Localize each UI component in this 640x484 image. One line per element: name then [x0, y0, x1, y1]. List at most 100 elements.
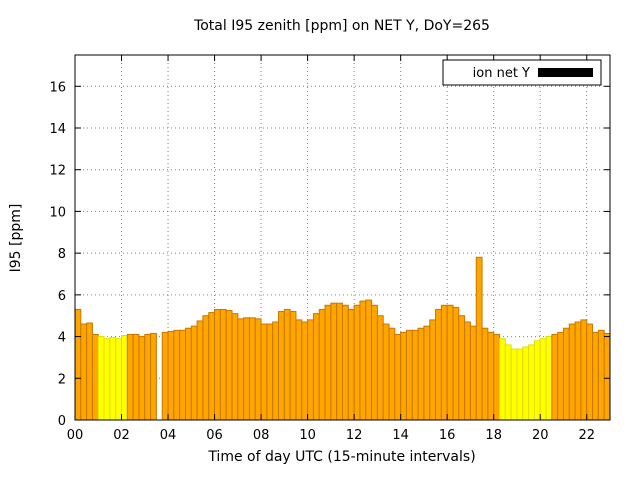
bar [423, 325, 431, 421]
bar [283, 308, 291, 421]
bar [307, 319, 314, 421]
bar [80, 323, 88, 421]
bar [184, 327, 192, 421]
y-tick-label: 14 [49, 122, 66, 137]
bar [301, 321, 309, 421]
bar [173, 329, 181, 421]
bar [528, 344, 535, 421]
bar [295, 319, 303, 421]
x-tick-label: 08 [253, 428, 270, 443]
bar [493, 333, 501, 421]
legend: ion net Y [442, 59, 602, 86]
bar [208, 312, 216, 421]
bar [475, 256, 483, 421]
bar [190, 325, 198, 421]
bar [289, 311, 297, 421]
bar [458, 315, 466, 421]
bar [138, 336, 146, 421]
x-tick-label: 02 [113, 428, 130, 443]
bar [144, 333, 152, 421]
bar [446, 304, 454, 421]
bar [254, 318, 262, 421]
y-axis-label: I95 [ppm] [8, 204, 24, 273]
bar [394, 333, 402, 421]
x-tick-label: 00 [67, 428, 84, 443]
bar [115, 338, 123, 421]
bar [353, 304, 361, 421]
bar [312, 313, 320, 421]
bar [464, 321, 471, 421]
bar [278, 311, 285, 421]
x-tick-label: 18 [485, 428, 502, 443]
x-tick-label: 12 [346, 428, 363, 443]
bar [592, 331, 599, 421]
bar [74, 308, 82, 421]
bar [400, 331, 407, 421]
bar [347, 308, 355, 421]
bar [179, 329, 186, 421]
bar [86, 322, 93, 421]
bar [376, 315, 384, 421]
bar [248, 317, 256, 421]
bar [91, 333, 99, 421]
bar [225, 310, 233, 421]
x-tick-label: 22 [578, 428, 595, 443]
bar [586, 323, 594, 421]
chart-title: Total I95 zenith [ppm] on NET Y, DoY=265 [193, 18, 490, 34]
bar [435, 308, 442, 421]
bar [440, 304, 448, 421]
plot-frame [74, 54, 611, 421]
bar [388, 327, 396, 421]
bar [429, 319, 437, 421]
bar [469, 325, 477, 421]
x-axis-label: Time of day UTC (15-minute intervals) [207, 449, 475, 465]
bar [237, 318, 245, 421]
bar [417, 327, 425, 421]
bar [324, 304, 332, 421]
bar [121, 335, 128, 421]
bar [126, 333, 134, 421]
bar [365, 299, 373, 421]
bar [545, 336, 553, 421]
bar [504, 344, 512, 421]
bar [272, 321, 280, 421]
x-tick-label: 10 [299, 428, 316, 443]
bar [597, 329, 605, 421]
x-tick-label: 14 [392, 428, 409, 443]
bar [551, 333, 559, 421]
bar [411, 329, 419, 421]
x-tick-label: 20 [532, 428, 549, 443]
bar [580, 319, 588, 421]
y-tick-label: 10 [49, 205, 66, 220]
bar [557, 331, 564, 421]
bar [202, 315, 210, 421]
bar [231, 313, 239, 421]
bar [243, 317, 250, 421]
bar [371, 304, 378, 421]
y-tick-label: 16 [49, 80, 66, 95]
bar [568, 323, 576, 421]
bar [97, 336, 105, 421]
bar [103, 338, 111, 421]
legend-swatch [538, 68, 593, 77]
bar [266, 323, 274, 421]
bar [336, 302, 344, 421]
bar [499, 338, 506, 421]
bar [359, 300, 367, 421]
bar [562, 327, 570, 421]
x-tick-label: 04 [160, 428, 177, 443]
bar [539, 338, 547, 421]
bar [161, 331, 169, 421]
bar [150, 332, 157, 421]
y-tick-label: 6 [58, 289, 66, 304]
x-tick-label: 16 [439, 428, 456, 443]
bar [487, 331, 495, 421]
x-tick-label: 06 [206, 428, 223, 443]
bar-series [74, 256, 611, 421]
bar [533, 340, 541, 421]
y-tick-label: 2 [58, 372, 66, 387]
bar [452, 306, 460, 421]
bar [318, 308, 326, 421]
